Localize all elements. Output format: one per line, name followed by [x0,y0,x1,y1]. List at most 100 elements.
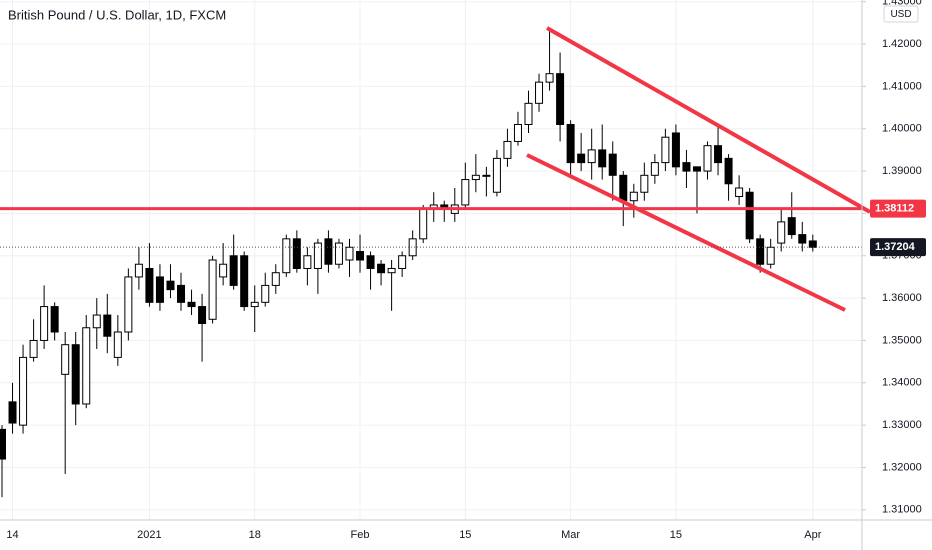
y-tick-label: 1.32000 [882,461,922,473]
x-tick-label: 15 [670,529,682,541]
candle-body [177,284,186,303]
y-tick-label: 1.31000 [882,504,922,516]
candle-body [766,246,775,265]
x-tick-label: 18 [249,529,261,541]
y-tick-label: 1.35000 [882,334,922,346]
candle-body [419,208,428,240]
candle-body [29,339,38,358]
candle-body [334,242,343,265]
candle-body [756,238,765,265]
candle-body [714,145,723,164]
currency-label: USD [890,9,911,20]
candle-body [545,73,554,83]
candle-body [71,344,80,405]
candle-body [629,191,638,202]
candle-body [598,149,607,168]
candle-body [503,140,512,159]
channel-bottom-line [526,153,846,312]
y-tick-label: 1.40000 [882,123,922,135]
last-price-label: 1.37204 [875,241,916,253]
chart-title: British Pound / U.S. Dollar, 1D, FXCM [8,7,226,22]
candle-body [113,331,122,358]
candle-body [377,263,386,274]
candle-body [650,162,659,176]
x-tick-label: Apr [804,529,821,541]
last-price-badge [870,238,926,257]
candle-body [19,356,28,426]
channel-top-line [546,26,871,214]
candle-body [777,221,786,244]
candle-body [535,81,544,104]
candle-body [324,238,333,265]
candle-body [735,187,744,197]
candle-body [745,191,754,240]
candle-body [356,251,365,261]
candle-body [492,157,501,193]
candle-body [103,314,112,337]
candle-body [82,327,91,405]
candle-body [577,153,586,164]
candle-body [703,145,712,172]
candle-body [208,259,217,320]
candle-body [187,301,196,308]
candle-body [566,123,575,164]
candle-body [303,255,312,269]
candle-body [461,179,470,206]
candle-body [292,238,301,269]
y-tick-label: 1.42000 [882,38,922,50]
candle-body [556,73,565,125]
candle-body [166,280,175,291]
candle-body [229,255,238,286]
candle-body [50,306,59,333]
overlay [0,207,862,248]
candle-body [145,267,154,303]
x-tick-label: Mar [561,529,580,541]
y-tick-label: 1.34000 [882,377,922,389]
candle-body [250,301,259,308]
y-tick-label: 1.39000 [882,165,922,177]
currency-badge [883,5,919,23]
candle-body [124,276,133,333]
candle-body [92,314,101,329]
candle-body [40,306,49,341]
candle-body [366,255,375,269]
candle-body [261,284,270,303]
candle-body [471,174,480,181]
candle-body [640,174,649,193]
candle-body [155,276,164,303]
candle-body [682,162,691,172]
candle-body [408,238,417,257]
horizontal-line-label: 1.38112 [875,203,914,215]
x-tick-label: 15 [459,529,471,541]
y-tick-label: 1.43000 [882,0,922,8]
candle-body [482,174,491,177]
candle-body [61,344,70,375]
candles [0,31,817,498]
candle-body [724,157,733,185]
y-tick-label: 1.41000 [882,80,922,92]
candle-body [808,240,817,248]
candle-body [619,174,628,202]
candle-body [671,132,680,168]
candle-body [282,238,291,274]
candle-body [0,428,6,460]
x-tick-label: 2021 [137,529,161,541]
candle-body [219,263,228,278]
candle-body [313,242,322,269]
candle-body [587,149,596,164]
candle-body [345,246,354,261]
x-tick-label: 14 [6,529,18,541]
candle-body [661,136,670,164]
candle-body [240,255,249,308]
candle-body [513,123,522,142]
x-tick-label: Feb [351,529,370,541]
candle-body [134,263,143,278]
candle-body [387,267,396,274]
horizontal-line-badge [870,199,926,218]
candle-body [524,102,533,125]
y-tick-label: 1.33000 [882,419,922,431]
candle-body [787,217,796,236]
candle-body [692,166,701,172]
candle-body [8,401,17,424]
